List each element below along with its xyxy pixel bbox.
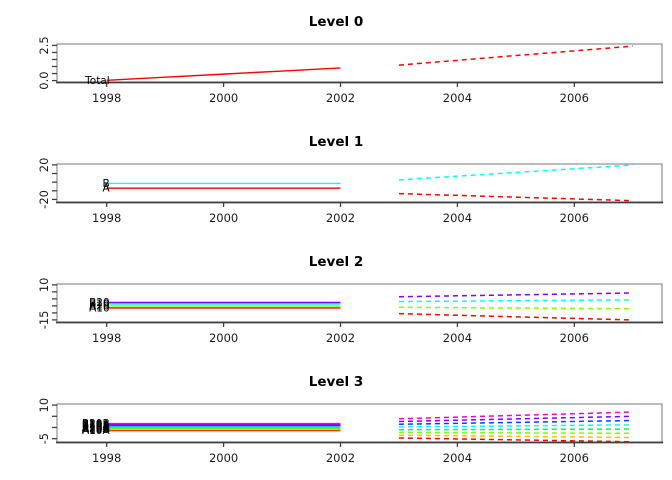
x-axis-tick-label: 2002 — [326, 331, 355, 345]
series-forecast-line-A20B — [398, 428, 633, 431]
panel-level-1: Level 1 -20 20 1998 2000 2002 2004 2006 AB — [37, 134, 663, 225]
series-label-B20A: B20A — [82, 419, 111, 431]
series-label-A20A: A20A — [82, 423, 111, 435]
x-axis-tick-label: 1998 — [92, 211, 121, 225]
panel-title: Level 0 — [309, 14, 363, 30]
series-forecast-line-A20 — [398, 306, 633, 310]
series-label-Total: Total — [84, 75, 110, 87]
series-forecast-line-B20A — [398, 415, 633, 423]
series-label-B10A: B10A — [82, 421, 111, 433]
y-axis-tick-label: 20 — [37, 158, 51, 173]
series-forecast-line-A10B — [398, 434, 633, 439]
panel-title: Level 2 — [309, 254, 363, 270]
y-axis-tick-label: -20 — [37, 190, 51, 209]
x-axis-tick-label: 2002 — [326, 91, 355, 105]
x-axis-tick-label: 2006 — [560, 211, 589, 225]
panel-level-2: Level 2 -15 10 1998 2000 2002 2004 2006 A10A20B1… — [37, 254, 663, 345]
series-label-B10B: B10B — [82, 420, 110, 432]
series-forecast-line-A10 — [398, 312, 633, 321]
series-label-A20B: A20B — [82, 422, 110, 434]
series-label-A10B: A10B — [82, 424, 110, 436]
series-label-B10: B10 — [89, 299, 110, 311]
plot-box — [56, 43, 663, 83]
x-axis-tick-label: 2000 — [209, 91, 238, 105]
series-label-B: B — [102, 178, 109, 190]
x-axis-tick-label: 1998 — [92, 91, 121, 105]
series-label-B20B: B20B — [82, 418, 110, 430]
series-label-B20: B20 — [89, 297, 110, 309]
x-axis-tick-label: 2004 — [443, 211, 472, 225]
panel-title: Level 3 — [309, 374, 363, 390]
y-axis-tick-label: 10 — [37, 278, 51, 293]
y-axis-tick-label: 0.0 — [37, 71, 51, 89]
y-axis-tick-label: -15 — [37, 310, 51, 329]
y-axis-tick-label: 2.5 — [37, 36, 51, 54]
series-label-A10A: A10A — [82, 425, 111, 437]
y-axis-tick-label: -5 — [37, 433, 51, 444]
series-forecast-line-A20A — [398, 431, 633, 435]
series-forecast-line-B10 — [398, 299, 633, 303]
series-forecast-line-B — [398, 164, 633, 181]
series-forecast-line-B20 — [398, 292, 633, 298]
x-axis-tick-label: 2000 — [209, 451, 238, 465]
panel-level-0: Level 0 0.0 2.5 1998 2000 2002 2004 2006 Total — [37, 14, 663, 105]
x-axis-tick-label: 2006 — [560, 331, 589, 345]
x-axis-tick-label: 2004 — [443, 331, 472, 345]
series-forecast-line-A — [398, 192, 633, 202]
series-forecast-line-B10B — [398, 419, 633, 426]
series-forecast-line-Total — [398, 45, 633, 66]
series-forecast-line-A10A — [398, 437, 633, 443]
x-axis-tick-label: 2002 — [326, 211, 355, 225]
panel-title: Level 1 — [309, 134, 363, 150]
x-axis-tick-label: 2000 — [209, 331, 238, 345]
x-axis-tick-label: 2006 — [560, 451, 589, 465]
x-axis-tick-label: 2006 — [560, 91, 589, 105]
series-forecast-line-B20B — [398, 411, 633, 420]
x-axis-tick-label: 2004 — [443, 451, 472, 465]
x-axis-tick-label: 1998 — [92, 451, 121, 465]
panel-level-3: Level 3 -5 10 1998 2000 2002 2004 2006 A10AA10BA… — [37, 374, 663, 465]
x-axis-tick-label: 2002 — [326, 451, 355, 465]
x-axis-tick-label: 2004 — [443, 91, 472, 105]
x-axis-tick-label: 2000 — [209, 211, 238, 225]
x-axis-tick-label: 1998 — [92, 331, 121, 345]
series-label-A: A — [102, 183, 110, 195]
series-label-A10: A10 — [89, 302, 110, 314]
series-forecast-line-B10A — [398, 424, 633, 428]
series-history-line-Total — [106, 67, 341, 82]
series-label-A20: A20 — [89, 301, 110, 313]
y-axis-tick-label: 10 — [37, 398, 51, 413]
